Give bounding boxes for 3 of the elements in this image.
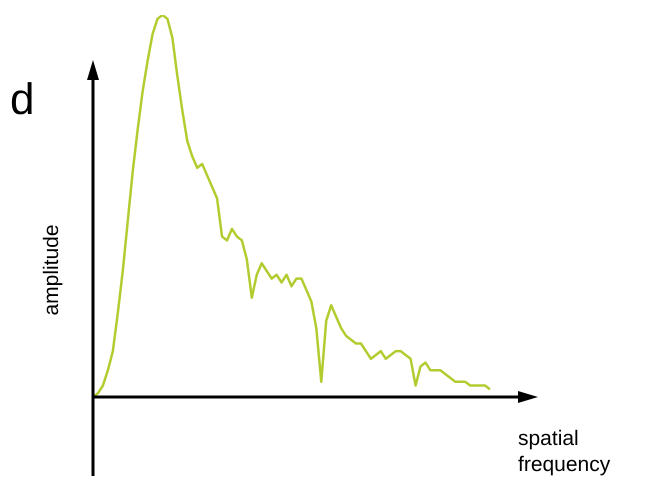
x-axis-title: spatial frequency	[518, 426, 610, 478]
y-axis-title: amplitude	[40, 224, 64, 316]
text: d	[10, 75, 34, 124]
